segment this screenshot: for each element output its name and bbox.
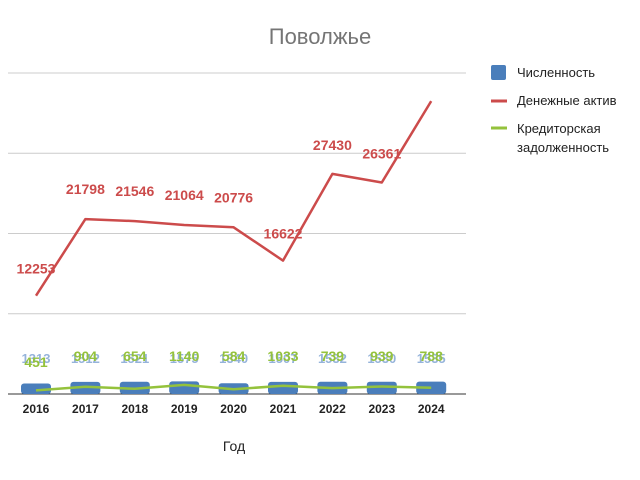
data-label-bar-2016: 1313	[22, 351, 51, 366]
data-label-green-2018: 654	[123, 348, 147, 364]
x-tick-labels: 2016 2017 2018 2019 2020 2021 2022 2023 2024	[23, 402, 445, 416]
x-tick-2021: 2021	[270, 402, 297, 416]
data-label-red-2023: 26361	[362, 145, 401, 161]
data-label-green-2022: 739	[321, 348, 345, 364]
series-line-0	[34, 100, 433, 297]
legend-label-1: Денежные актив	[517, 93, 617, 108]
chart-title: Поволжье	[269, 24, 372, 49]
data-label-red-2022: 27430	[313, 137, 352, 153]
x-tick-2016: 2016	[23, 402, 50, 416]
x-tick-2019: 2019	[171, 402, 198, 416]
data-label-green-2019: 1140	[169, 348, 200, 364]
legend-label-2: Кредиторская	[517, 121, 601, 136]
data-label-red-2019: 21064	[165, 187, 204, 203]
bar-2019	[169, 381, 200, 394]
data-label-green-2016: 451	[24, 354, 48, 370]
x-tick-2022: 2022	[319, 402, 346, 416]
data-label-bar-2017: 1512	[71, 351, 100, 366]
bar-2016	[21, 383, 51, 394]
x-axis-title: Год	[223, 438, 245, 454]
data-label-bar-2022: 1532	[318, 351, 347, 366]
data-label-bar-2018: 1521	[120, 351, 149, 366]
data-label-bar-2021: 1507	[269, 351, 298, 366]
x-tick-2020: 2020	[220, 402, 247, 416]
bars-group	[21, 381, 447, 394]
legend-label-3: задолженность	[517, 140, 609, 155]
x-tick-2017: 2017	[72, 402, 99, 416]
legend-label-0: Численность	[517, 65, 595, 80]
legend-swatch-bar	[491, 65, 506, 80]
data-labels-group: 12253 21798 21546 21064 20776 16622 27430 26361…	[17, 137, 446, 370]
data-label-bar-2023: 1530	[367, 351, 396, 366]
data-label-bar-2020: 1340	[219, 351, 248, 366]
data-label-red-2021: 16622	[264, 226, 303, 242]
series-line-1	[35, 383, 432, 392]
bar-2024	[416, 381, 447, 394]
x-tick-2018: 2018	[121, 402, 148, 416]
legend: Численность Денежные актив Кредиторская зад…	[491, 65, 617, 155]
data-label-green-2017: 904	[74, 348, 98, 364]
bar-2021	[268, 381, 298, 394]
data-label-bar-2024: 1535	[417, 351, 446, 366]
data-label-red-2018: 21546	[115, 183, 154, 199]
lines-group	[34, 100, 433, 392]
data-label-red-2017: 21798	[66, 181, 105, 197]
data-label-green-2021: 1033	[267, 348, 298, 364]
data-label-red-2020: 20776	[214, 189, 253, 205]
data-label-bar-2019: 1575	[170, 351, 199, 366]
data-label-green-2024: 788	[420, 348, 444, 364]
x-tick-2024: 2024	[418, 402, 445, 416]
bar-2023	[366, 381, 397, 394]
data-label-red-2016: 12253	[17, 261, 56, 277]
data-label-green-2023: 939	[370, 348, 394, 364]
data-label-green-2020: 584	[222, 348, 246, 364]
x-tick-2023: 2023	[368, 402, 395, 416]
